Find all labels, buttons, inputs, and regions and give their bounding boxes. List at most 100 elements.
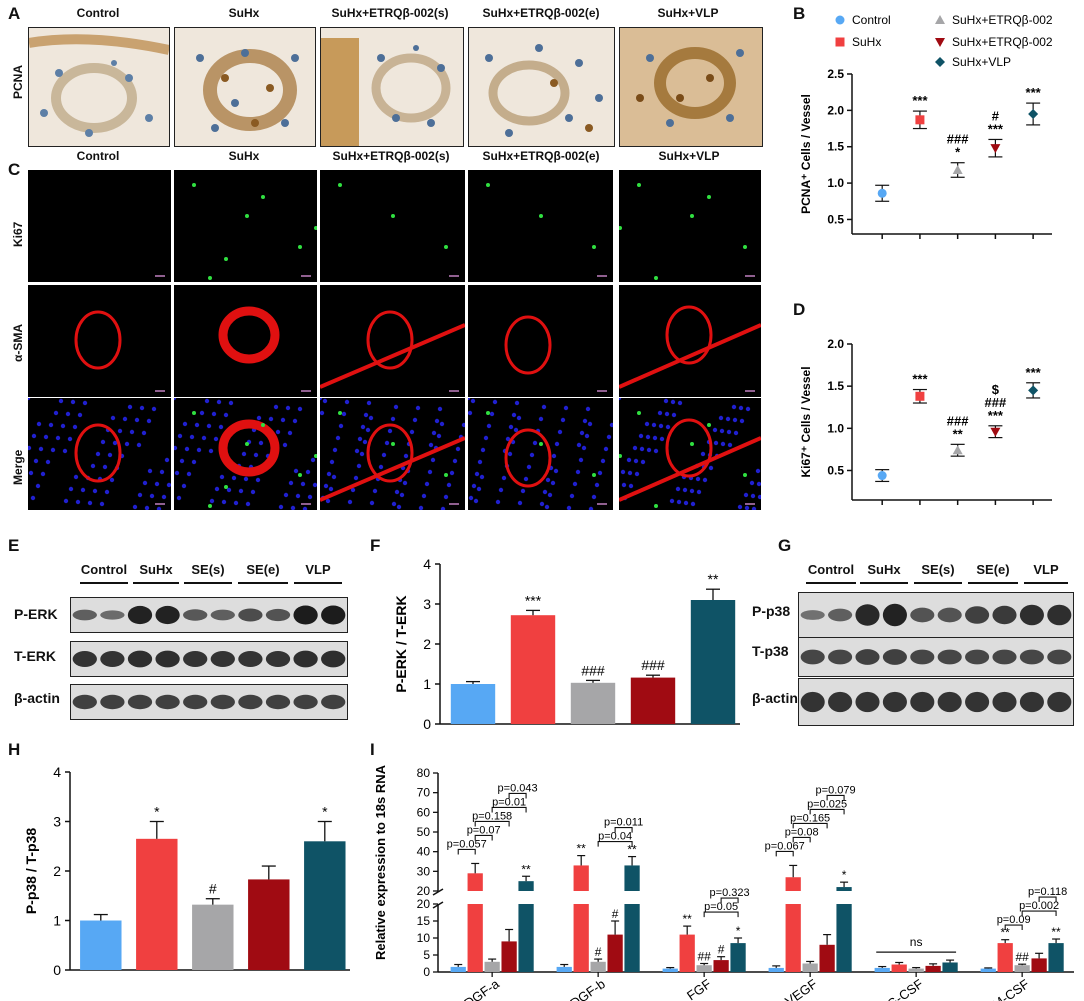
nucleus-dot: [544, 504, 550, 510]
chart-h-pp38: 0 1 2 3 4 * # * P-p38 / T-p38: [23, 764, 350, 978]
nucleus-dot: [659, 436, 665, 442]
nucleus-dot: [483, 435, 489, 441]
y-tick-label: 0.5: [827, 212, 844, 226]
blot-bands: [72, 605, 346, 625]
significance-mark: #: [209, 881, 217, 897]
significance-mark: **: [708, 571, 719, 587]
blot-band: [293, 605, 318, 625]
marker-circle: [835, 15, 845, 25]
nucleus-dot: [329, 459, 335, 465]
nucleus-dot: [129, 429, 135, 435]
nucleus-dot: [75, 499, 81, 505]
vessel-ring: [665, 418, 713, 478]
nucleus-dot: [511, 412, 517, 418]
legend-label: SuHx+ETRQβ-002: [952, 13, 1053, 27]
nucleus-dot: [28, 470, 34, 476]
nucleus-dot: [359, 451, 365, 457]
nucleus-dot: [581, 445, 587, 451]
nucleus-dot: [218, 424, 224, 430]
nucleus-dot: [473, 498, 479, 504]
y-axis-label: PCNA⁺ Cells / Vessel: [799, 94, 813, 214]
y-tick-label: 15: [417, 914, 431, 928]
y-tick-label: 0: [423, 965, 430, 979]
significance-mark: ***: [988, 408, 1004, 423]
blot-band: [1047, 604, 1072, 626]
bracket-label: p=0.067: [765, 840, 805, 852]
vessel-ring: [504, 428, 552, 488]
nucleus-dot: [597, 470, 603, 476]
blot-band: [183, 651, 208, 667]
nucleus-dot: [725, 416, 731, 422]
marker-circle: [877, 188, 887, 198]
nucleus-dot: [427, 469, 433, 475]
blot-band: [910, 649, 935, 665]
marker-triangle-down: [935, 38, 945, 47]
chart-b-pcna: 0.51.01.52.02.5****###***#***PCNA⁺ Cells…: [799, 13, 1053, 239]
nucleus-dot: [292, 418, 298, 424]
y-axis-label: P-ERK / T-ERK: [393, 595, 409, 692]
blot-band: [882, 691, 907, 713]
nucleus-dot: [557, 429, 563, 435]
vessel-streak: [619, 323, 761, 389]
nucleus-dot: [110, 415, 116, 421]
nucleus-dot: [378, 464, 384, 470]
nucleus-dot: [639, 446, 645, 452]
y-tick-label: 1.0: [827, 421, 844, 435]
x-category-label: VEGF: [782, 976, 820, 1001]
significance-mark: *: [955, 145, 961, 160]
blot-band: [828, 608, 853, 622]
nucleus-dot: [430, 457, 436, 463]
nucleus-dot: [676, 499, 682, 505]
nucleus-dot: [312, 482, 317, 488]
nucleus-dot: [384, 440, 390, 446]
nucleus-dot: [403, 453, 409, 459]
nucleus-dot: [338, 423, 344, 429]
bar-lower: [785, 904, 801, 972]
ihc-image-se-e: [468, 27, 615, 147]
nucleus-dot: [606, 434, 612, 440]
ki67-dot: [314, 454, 317, 458]
bar: [80, 920, 122, 970]
bracket-label: p=0.165: [790, 812, 830, 824]
nucleus-dot: [151, 406, 157, 412]
nucleus-dot: [219, 474, 225, 480]
nucleus-dot: [532, 440, 538, 446]
bar-upper: [785, 877, 801, 891]
nucleus-dot: [36, 421, 42, 427]
blot-band: [238, 694, 263, 710]
nucleus-dot: [213, 436, 219, 442]
nucleus-dot: [645, 434, 651, 440]
fluorescence-texture: [486, 183, 607, 277]
nucleus-dot: [199, 410, 205, 416]
nucleus-dot: [331, 474, 337, 480]
blot-band: [183, 694, 208, 710]
nucleus-dot: [194, 422, 200, 428]
nucleus-dot: [285, 405, 291, 411]
bar: [136, 838, 178, 970]
nucleus-dot: [526, 464, 532, 470]
marker-circle: [877, 471, 887, 481]
nucleus-dot: [576, 442, 582, 448]
nucleus-dot: [365, 427, 371, 433]
nucleus-dot: [139, 405, 145, 411]
bar: [484, 961, 500, 972]
blot-band: [992, 691, 1017, 713]
bar-lower: [573, 904, 589, 972]
nucleus-dot: [344, 399, 350, 405]
nucleus-dot: [439, 421, 445, 427]
ki67-dot: [743, 473, 747, 477]
blot-band: [210, 609, 235, 621]
bar: [248, 879, 290, 970]
bar: [607, 934, 623, 972]
nucleus-dot: [184, 446, 190, 452]
nucleus-dot: [436, 433, 442, 439]
panel-letter-c: C: [8, 160, 21, 179]
blot-e-group: VLP: [305, 562, 331, 577]
ki67-dot: [245, 214, 249, 218]
nucleus-dot: [182, 421, 188, 427]
nucleus-dot: [572, 481, 578, 487]
bracket-label: p=0.04: [598, 831, 632, 843]
nucleus-dot: [486, 423, 492, 429]
nucleus-dot: [529, 452, 535, 458]
nucleus-dot: [585, 406, 591, 412]
